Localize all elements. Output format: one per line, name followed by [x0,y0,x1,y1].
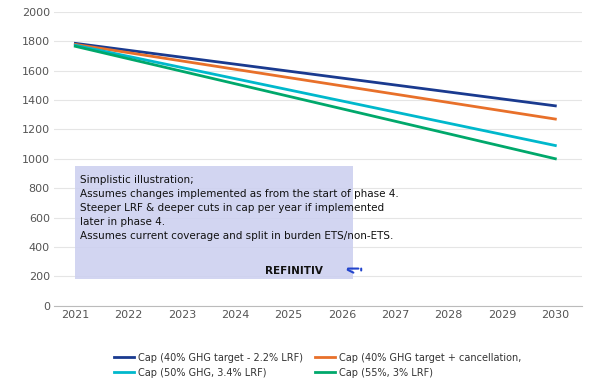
Text: REFINITIV: REFINITIV [265,266,323,276]
Legend: Cap (40% GHG target - 2.2% LRF), Cap (50% GHG, 3.4% LRF), Cap (40% GHG target + : Cap (40% GHG target - 2.2% LRF), Cap (50… [110,349,526,381]
Text: Simplistic illustration;
Assumes changes implemented as from the start of phase : Simplistic illustration; Assumes changes… [80,175,398,241]
FancyBboxPatch shape [76,166,353,279]
